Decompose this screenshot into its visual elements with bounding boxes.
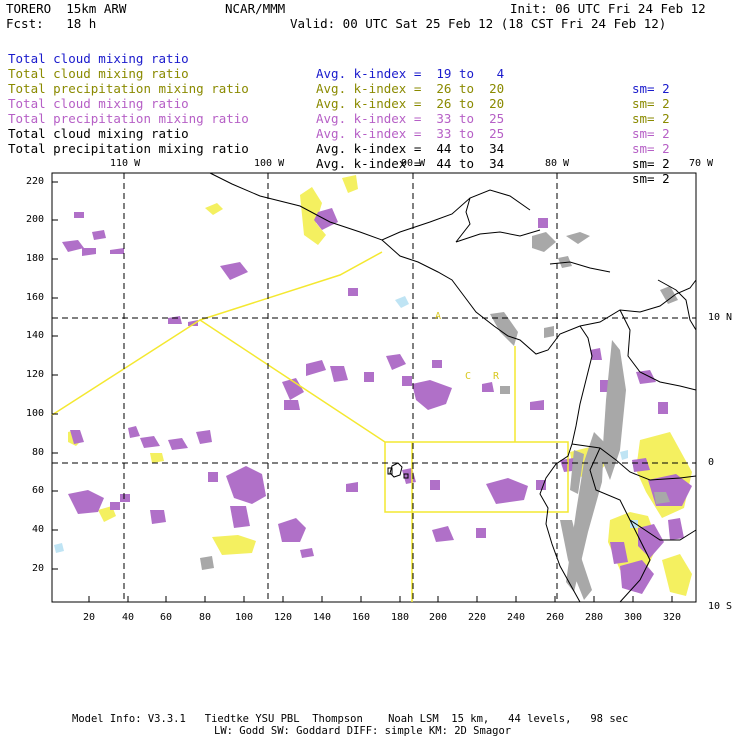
x-tick-label: 40 <box>122 612 135 623</box>
lon-label: 80 W <box>545 158 570 169</box>
x-tick-label: 220 <box>468 612 487 623</box>
legend-sm: sm= 2 <box>632 96 670 111</box>
legend-field: Total precipitation mixing ratio <box>8 111 249 126</box>
lon-label: 70 W <box>689 158 714 169</box>
x-tick-label: 120 <box>274 612 293 623</box>
legend-kindex: Avg. k-index = 26 to 20 <box>316 96 505 111</box>
x-tick-label: 160 <box>352 612 371 623</box>
plot-frame <box>51 172 697 603</box>
legend-sm: sm= 2 <box>632 171 670 186</box>
x-tick-label: 280 <box>585 612 604 623</box>
x-tick-label: 140 <box>313 612 332 623</box>
y-tick-label: 60 <box>32 485 45 496</box>
yellow-region-outlines <box>51 251 569 602</box>
map-label-r: R <box>493 371 500 382</box>
legend-row: Total cloud mixing ratio Avg. k-index = … <box>8 81 670 156</box>
y-tick-label: 180 <box>26 253 45 264</box>
legend-kindex: Avg. k-index = 19 to 4 <box>316 66 505 81</box>
legend-field: Total cloud mixing ratio <box>8 66 189 81</box>
axis-ticks <box>52 181 673 602</box>
lat-label: 10 N <box>708 312 733 323</box>
model-info-line1: Model Info: V3.3.1 Tiedtke YSU PBL Thomp… <box>72 713 629 725</box>
legend-row: Total cloud mixing ratio Avg. k-index = … <box>8 36 670 111</box>
lon-label: 110 W <box>110 158 141 169</box>
legend-sm: sm= 2 <box>632 156 670 171</box>
purple-k-index-areas <box>62 208 692 594</box>
y-tick-label: 120 <box>26 369 45 380</box>
legend-field: Total precipitation mixing ratio <box>8 141 249 156</box>
legend-kindex: Avg. k-index = 44 to 34 <box>316 156 505 171</box>
lon-label: 100 W <box>254 158 285 169</box>
legend-row: Total cloud mixing ratio Avg. k-index = … <box>8 51 670 126</box>
legend-row: Total cloud mixing ratio Avg. k-index = … <box>8 111 670 186</box>
legend-sm: sm= 2 <box>632 126 670 141</box>
x-tick-label: 260 <box>546 612 565 623</box>
init-time: Init: 06 UTC Fri 24 Feb 12 <box>510 1 706 16</box>
x-tick-label: 240 <box>507 612 526 623</box>
coastlines <box>209 172 697 603</box>
y-tick-label: 160 <box>26 292 45 303</box>
lon-label: 90 W <box>401 158 426 169</box>
lightblue-k-index-areas <box>54 296 638 553</box>
legend-row: Total precipitation mixing ratio Avg. k-… <box>8 126 670 201</box>
lat-label: 10 S <box>708 601 733 612</box>
legend-field: Total precipitation mixing ratio <box>8 81 249 96</box>
y-tick-label: 20 <box>32 563 45 574</box>
lat-lon-grid <box>52 173 696 602</box>
x-tick-label: 20 <box>83 612 96 623</box>
y-tick-label: 200 <box>26 214 45 225</box>
legend-kindex: Avg. k-index = 33 to 25 <box>316 126 505 141</box>
x-tick-label: 100 <box>235 612 254 623</box>
legend-kindex: Avg. k-index = 44 to 34 <box>316 141 505 156</box>
legend-kindex: Avg. k-index = 26 to 20 <box>316 81 505 96</box>
y-tick-label: 40 <box>32 524 45 535</box>
forecast-hour: Fcst: 18 h <box>6 16 97 31</box>
map-label-a: A <box>435 311 442 322</box>
lat-label: 0 <box>708 457 715 468</box>
x-tick-label: 300 <box>624 612 643 623</box>
legend-kindex: Avg. k-index = 33 to 25 <box>316 111 505 126</box>
model-title: TORERO 15km ARW <box>6 1 127 16</box>
valid-time: Valid: 00 UTC Sat 25 Feb 12 (18 CST Fri … <box>290 16 667 31</box>
x-tick-label: 60 <box>160 612 173 623</box>
x-tick-label: 180 <box>391 612 410 623</box>
y-tick-label: 220 <box>26 176 45 187</box>
y-tick-label: 100 <box>26 408 45 419</box>
y-tick-label: 80 <box>32 447 45 458</box>
model-info-line2: LW: Godd SW: Goddard DIFF: simple KM: 2D… <box>214 725 512 737</box>
legend-sm: sm= 2 <box>632 141 670 156</box>
x-tick-label: 200 <box>429 612 448 623</box>
legend-row: Total precipitation mixing ratio Avg. k-… <box>8 96 670 171</box>
legend-field: Total cloud mixing ratio <box>8 51 189 66</box>
map-label-c: C <box>465 371 472 382</box>
organization: NCAR/MMM <box>225 1 286 16</box>
legend-field: Total cloud mixing ratio <box>8 96 189 111</box>
legend-row: Total precipitation mixing ratio Avg. k-… <box>8 66 670 141</box>
legend-sm: sm= 2 <box>632 111 670 126</box>
legend-field: Total cloud mixing ratio <box>8 126 189 141</box>
x-tick-label: 320 <box>663 612 682 623</box>
y-tick-label: 140 <box>26 330 45 341</box>
x-tick-label: 80 <box>199 612 212 623</box>
legend-sm: sm= 2 <box>632 81 670 96</box>
